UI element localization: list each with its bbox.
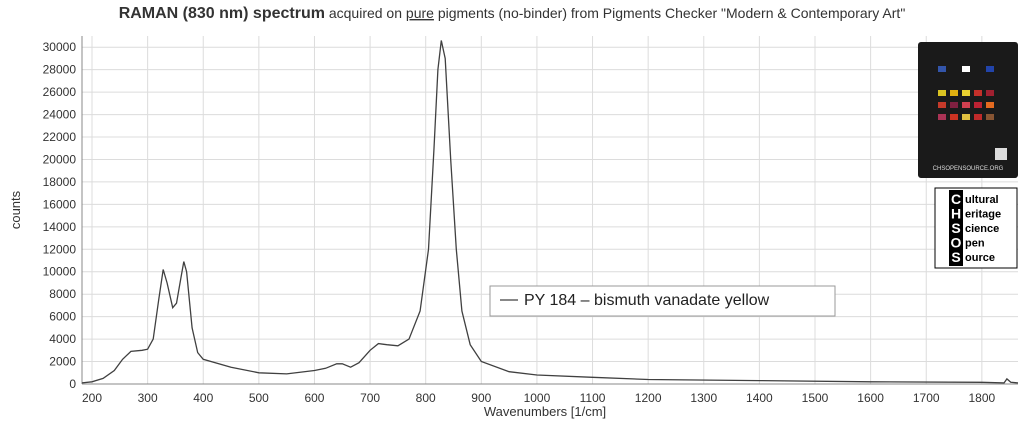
logo-word: cience: [965, 223, 999, 235]
x-tick-label: 600: [304, 391, 324, 405]
grid: 0 2000 4000 6000 8000 10000 12000 14000 16000 180…: [43, 36, 1018, 405]
y-tick-label: 22000: [43, 130, 77, 144]
y-tick-label: 16000: [43, 197, 77, 211]
x-tick-label: 1800: [968, 391, 995, 405]
y-tick-label: 8000: [49, 287, 76, 301]
y-tick-label: 4000: [49, 332, 76, 346]
y-tick-label: 6000: [49, 310, 76, 324]
logo-word: ource: [965, 252, 995, 264]
plot: [81, 40, 1019, 384]
y-tick-label: 18000: [43, 175, 77, 189]
card-swatches: [938, 66, 1007, 160]
y-tick-label: 30000: [43, 40, 77, 54]
chart-title: RAMAN (830 nm) spectrum acquired on pure…: [119, 5, 906, 22]
y-tick-label: 28000: [43, 63, 77, 77]
logo-word: eritage: [965, 209, 1001, 221]
title-part: pigments (no-binder) from Pigments Check…: [438, 5, 905, 21]
logo-word: pen: [965, 238, 985, 250]
y-tick-label: 2000: [49, 355, 76, 369]
title-part: pure: [406, 5, 434, 21]
y-axis-label: counts: [8, 190, 23, 229]
x-tick-label: 1600: [857, 391, 884, 405]
title-part: acquired on: [329, 5, 402, 21]
legend: [489, 285, 836, 317]
x-tick-label: 700: [360, 391, 380, 405]
chsos-logo: [934, 187, 1018, 269]
x-tick-label: 400: [193, 391, 213, 405]
x-axis-label: Wavenumbers [1/cm]: [484, 404, 606, 419]
logo-letter: H: [951, 206, 961, 222]
title-part: RAMAN (830 nm) spectrum: [119, 5, 325, 22]
x-tick-label: 1700: [913, 391, 940, 405]
y-tick-label: 10000: [43, 265, 77, 279]
y-tick-label: 14000: [43, 220, 77, 234]
x-tick-label: 1000: [524, 391, 551, 405]
logo-letter: C: [951, 191, 961, 207]
x-tick-label: 200: [82, 391, 102, 405]
x-tick-label: 300: [138, 391, 158, 405]
y-tick-label: 12000: [43, 242, 77, 256]
x-tick-label: 500: [249, 391, 269, 405]
y-tick-label: 0: [69, 377, 76, 391]
logo-letter: S: [951, 249, 960, 265]
x-tick-label: 1400: [746, 391, 773, 405]
series-line: [81, 40, 1019, 384]
x-tick-label: 1300: [690, 391, 717, 405]
logo-word: ultural: [965, 194, 999, 206]
logo-bar: [949, 190, 963, 266]
pigment-card: [918, 42, 1018, 178]
x-tick-label: 1500: [802, 391, 829, 405]
y-tick-label: 26000: [43, 85, 77, 99]
y-tick-label: 24000: [43, 108, 77, 122]
logo-letter: O: [951, 235, 962, 251]
logo-letter: S: [951, 220, 960, 236]
x-tick-label: 1100: [580, 391, 606, 405]
x-tick-label: 900: [471, 391, 491, 405]
legend-label: PY 184 – bismuth vanadate yellow: [524, 292, 770, 309]
x-tick-label: 800: [416, 391, 436, 405]
card-text: CHSOPENSOURCE.ORG: [933, 166, 1004, 172]
y-tick-label: 20000: [43, 152, 77, 166]
x-tick-label: 1200: [635, 391, 662, 405]
